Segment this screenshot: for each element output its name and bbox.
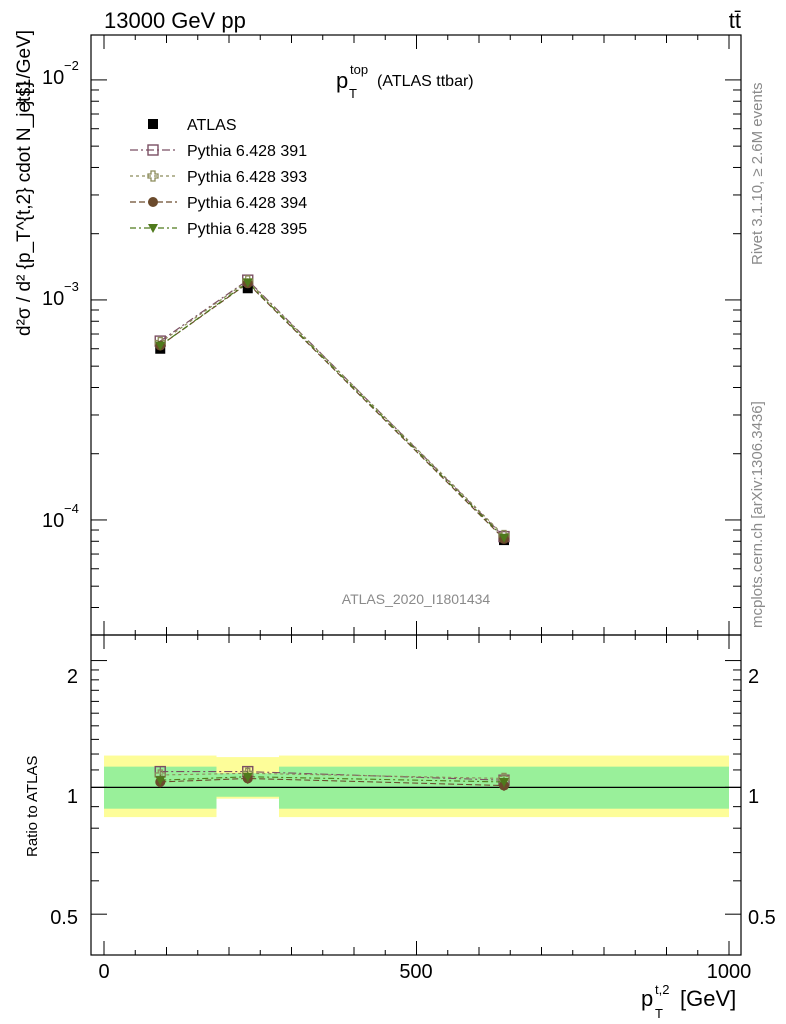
legend-label-4: Pythia 6.428 395 — [187, 221, 307, 238]
series-line-1 — [159, 279, 505, 538]
analysis-watermark: ATLAS_2020_I1801434 — [342, 591, 491, 607]
xaxis-label: p t,2 T [GeV] — [641, 982, 736, 1021]
legend-marker-1 — [147, 144, 159, 156]
legend: ATLAS Pythia 6.428 391 Pythia 6.428 393 Pyt… — [130, 117, 307, 238]
svg-text:(ATLAS ttbar): (ATLAS ttbar) — [377, 73, 474, 90]
data-point — [499, 533, 509, 543]
series-markers — [154, 274, 510, 546]
svg-text:−3: −3 — [64, 279, 79, 294]
svg-text:−2: −2 — [64, 58, 79, 73]
series-line-3 — [159, 282, 505, 540]
ratio-point — [499, 777, 509, 787]
svg-text:[GeV]: [GeV] — [680, 986, 736, 1011]
svg-text:10: 10 — [42, 510, 64, 532]
legend-marker-3 — [148, 197, 158, 207]
svg-text:10: 10 — [42, 67, 64, 89]
svg-text:1: 1 — [67, 786, 78, 808]
svg-text:t,2: t,2 — [655, 982, 669, 997]
axis-ticks — [91, 35, 741, 955]
svg-text:T: T — [349, 86, 357, 101]
ratio-point — [242, 772, 253, 782]
svg-text:top: top — [350, 62, 368, 77]
series-line-2 — [159, 280, 505, 536]
legend-marker-2 — [147, 170, 159, 182]
series-lines — [159, 279, 505, 540]
main-ylabel: d²σ / d² {p_T^{t,2} cdot N_jets} } [1/Ge… — [14, 30, 35, 336]
svg-text:0.5: 0.5 — [748, 907, 776, 929]
legend-label-1: Pythia 6.428 391 — [187, 143, 307, 160]
ratio-line-3 — [160, 777, 505, 787]
svg-text:p: p — [641, 986, 653, 1011]
svg-text:−4: −4 — [64, 501, 79, 516]
data-point — [242, 278, 253, 288]
svg-text:10: 10 — [42, 288, 64, 310]
uncertainty-bands — [91, 755, 741, 818]
svg-text:1: 1 — [748, 786, 759, 808]
main-ytick-labels: 10 −2 10 −3 10 −4 — [42, 58, 79, 532]
series-line-4 — [159, 281, 505, 539]
svg-text:2: 2 — [67, 666, 78, 688]
ratio-ytick-labels: 2 1 0.5 2 1 0.5 — [50, 666, 776, 929]
rivet-label: Rivet 3.1.10, ≥ 2.6M events — [749, 83, 766, 266]
legend-label-0: ATLAS — [187, 117, 237, 134]
ratio-ylabel: Ratio to ATLAS — [24, 756, 41, 857]
svg-text:T: T — [655, 1006, 663, 1021]
process-label: tt̄ — [729, 8, 741, 33]
data-point — [155, 341, 166, 351]
xtick-labels: 0 500 1000 — [98, 961, 751, 983]
ratio-markers — [154, 765, 510, 791]
svg-text:p: p — [336, 68, 348, 93]
legend-label-3: Pythia 6.428 394 — [187, 195, 307, 212]
legend-label-2: Pythia 6.428 393 — [187, 169, 307, 186]
svg-text:d²σ / d² {p_T^{t,2} cdot N_jet: d²σ / d² {p_T^{t,2} cdot N_jets} — [14, 81, 35, 336]
panel-title: p top T (ATLAS ttbar) — [336, 62, 474, 101]
svg-text:0: 0 — [98, 961, 109, 983]
legend-marker-4 — [148, 224, 158, 233]
svg-text:500: 500 — [399, 961, 432, 983]
source-label: mcplots.cern.ch [arXiv:1306.3436] — [749, 401, 766, 628]
legend-marker-0 — [148, 119, 158, 129]
ratio-point — [155, 776, 166, 786]
energy-label: 13000 GeV pp — [104, 8, 246, 33]
svg-text:2: 2 — [748, 666, 759, 688]
ratio-line-2 — [160, 772, 505, 779]
svg-text:1000: 1000 — [707, 961, 752, 983]
svg-text:} [1/GeV]: } [1/GeV] — [14, 30, 35, 106]
svg-text:0.5: 0.5 — [50, 907, 78, 929]
